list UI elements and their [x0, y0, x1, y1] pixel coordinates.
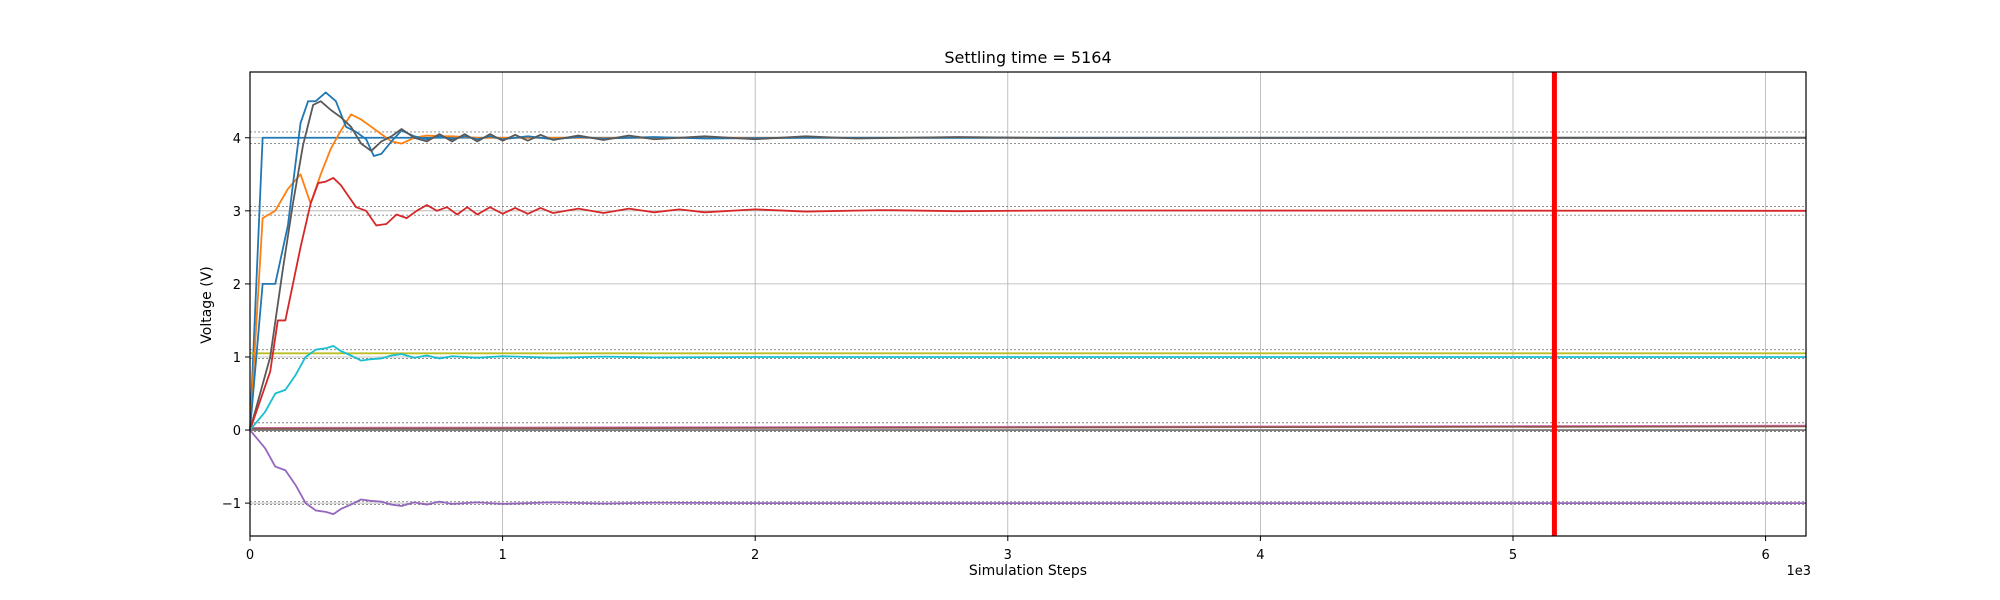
x-tick-marks: 0 1 2 3 4 5 6 — [246, 536, 1770, 563]
y-tick-label: 0 — [233, 424, 241, 439]
y-tick-label: −1 — [222, 497, 241, 512]
series-line — [249, 100, 1807, 431]
series-line — [249, 177, 1807, 431]
x-tick-label: 3 — [1004, 548, 1012, 563]
x-tick-label: 5 — [1509, 548, 1517, 563]
series-group — [249, 91, 1807, 515]
x-tick-label: 0 — [246, 548, 254, 563]
series-line — [249, 91, 1806, 431]
x-axis-multiplier: 1e3 — [1786, 564, 1811, 579]
y-tick-label: 3 — [233, 205, 241, 220]
x-tick-label: 1 — [498, 548, 506, 563]
y-tick-label: 4 — [233, 132, 241, 147]
chart-title: Settling time = 5164 — [944, 48, 1111, 67]
series-line — [249, 113, 1806, 431]
y-tick-label: 2 — [233, 278, 241, 293]
tolerance-bands — [250, 131, 1806, 506]
series-line — [249, 429, 1806, 515]
y-axis-label: Voltage (V) — [199, 266, 215, 343]
plot-frame — [249, 71, 1807, 537]
x-tick-label: 2 — [751, 548, 759, 563]
y-tick-marks: −1 0 1 2 3 4 — [222, 132, 250, 512]
x-tick-label: 6 — [1761, 548, 1769, 563]
series-line — [249, 425, 1807, 430]
x-tick-label: 4 — [1256, 548, 1264, 563]
y-tick-label: 1 — [233, 351, 241, 366]
x-axis-label: Simulation Steps — [969, 563, 1087, 579]
series-line — [249, 345, 1806, 431]
y-grid — [250, 137, 1806, 504]
